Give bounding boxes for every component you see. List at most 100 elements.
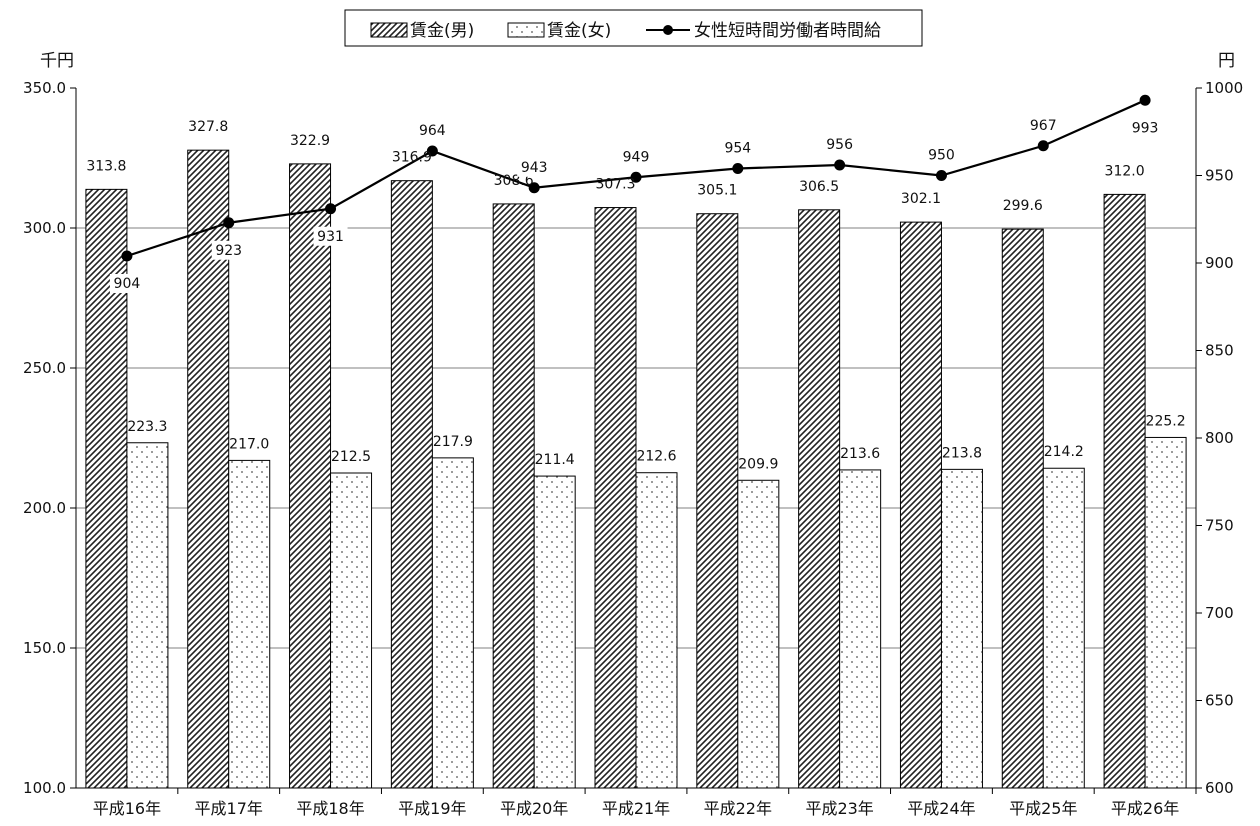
label-female-8: 213.8: [942, 445, 982, 461]
bar-male-2: [289, 163, 332, 789]
left-axis-unit: 千円: [40, 51, 74, 71]
bar-female-5: [635, 472, 678, 789]
right-tick-label-2: 700: [1205, 604, 1234, 622]
label-female-0: 223.3: [127, 419, 167, 435]
hourly-label-2: 931: [317, 229, 344, 245]
label-female-5: 212.6: [636, 449, 676, 465]
bar-male-3: [390, 180, 433, 789]
bar-female-2: [330, 472, 373, 789]
bar-female-1: [228, 459, 271, 789]
x-tick-label-4: 平成20年: [500, 799, 568, 818]
hourly-label-9: 967: [1030, 118, 1057, 134]
label-female-7: 213.6: [840, 446, 880, 462]
label-female-4: 211.4: [535, 452, 575, 468]
bar-female-3: [431, 457, 474, 789]
bar-female-8: [940, 468, 983, 789]
hourly-label-bg-4: [517, 157, 552, 177]
label-female-10: 225.2: [1146, 413, 1186, 429]
left-tick-label-0: 100.0: [23, 779, 66, 797]
bar-female-10: [1144, 436, 1187, 789]
label-male-7: 306.5: [799, 179, 839, 195]
x-tick-label-1: 平成17年: [195, 799, 263, 818]
hourly-wage-point-4: [528, 182, 540, 194]
left-tick-label-1: 150.0: [23, 639, 66, 657]
legend-label-male: 賃金(男): [410, 21, 474, 41]
hourly-label-8: 950: [928, 148, 955, 164]
hourly-label-0: 904: [114, 276, 141, 292]
left-tick-label-5: 350.0: [23, 79, 66, 97]
hourly-label-bg-7: [822, 135, 857, 154]
bar-female-4: [533, 475, 576, 789]
bars: [85, 149, 1187, 789]
hourly-label-3: 964: [419, 123, 446, 139]
hourly-wage-point-6: [732, 163, 744, 174]
x-tick-label-6: 平成22年: [704, 799, 772, 818]
bar-female-0: [126, 442, 169, 789]
legend-line-marker: [663, 25, 673, 35]
hourly-label-bg-6: [720, 138, 755, 158]
bar-female-6: [737, 479, 780, 789]
hourly-label-5: 949: [623, 149, 650, 165]
label-male-3: 316.9: [392, 150, 432, 166]
hourly-wage-point-9: [1037, 140, 1049, 152]
left-tick-label-2: 200.0: [23, 499, 66, 517]
legend-box: [344, 9, 923, 47]
x-tick-label-3: 平成19年: [398, 799, 466, 818]
label-female-3: 217.9: [433, 434, 473, 450]
bar-male-9: [1001, 228, 1044, 789]
right-tick-label-8: 1000: [1205, 79, 1243, 97]
right-tick-label-1: 650: [1205, 692, 1234, 710]
legend-swatch-female: [507, 22, 545, 38]
hourly-label-1: 923: [215, 243, 242, 259]
right-axis-unit: 円: [1218, 51, 1235, 71]
label-male-1: 327.8: [188, 119, 228, 135]
right-tick-label-7: 950: [1205, 167, 1234, 185]
bar-male-6: [696, 213, 739, 789]
label-male-4: 308.6: [494, 173, 534, 189]
label-male-0: 313.8: [86, 158, 126, 174]
left-tick-label-4: 300.0: [23, 219, 66, 237]
bar-female-7: [839, 469, 882, 789]
bar-male-10: [1103, 193, 1146, 789]
hourly-label-bg-0: [109, 274, 144, 293]
x-tick-label-10: 平成26年: [1111, 799, 1179, 818]
label-female-9: 214.2: [1044, 444, 1084, 460]
label-male-5: 307.3: [595, 177, 635, 193]
axes: 100.0 150.0 200.0 250.0 300.0 350.0 600 650 700 7…: [23, 79, 1243, 818]
line-series: [121, 94, 1151, 262]
legend-label-line: 女性短時間労働者時間給: [694, 21, 881, 41]
hourly-label-bg-2: [313, 226, 348, 246]
bar-male-7: [798, 209, 841, 789]
x-tick-label-0: 平成16年: [93, 799, 161, 818]
label-male-10: 312.0: [1105, 163, 1145, 179]
hourly-label-6: 954: [724, 141, 751, 157]
hourly-label-bg-5: [619, 147, 653, 167]
bar-male-5: [594, 207, 637, 789]
left-tick-label-3: 250.0: [23, 359, 66, 377]
x-tick-label-5: 平成21年: [602, 799, 670, 818]
x-tick-label-9: 平成25年: [1009, 799, 1077, 818]
hourly-label-bg-8: [924, 145, 959, 165]
hourly-wage-point-10: [1139, 94, 1151, 106]
right-tick-label-5: 850: [1205, 342, 1234, 360]
hourly-wage-point-5: [630, 171, 642, 183]
hourly-wage-point-7: [834, 159, 846, 171]
label-female-1: 217.0: [229, 436, 269, 452]
hourly-wage-point-1: [223, 217, 235, 229]
x-tick-label-7: 平成23年: [805, 799, 873, 818]
label-male-8: 302.1: [901, 191, 941, 207]
hourly-wage-point-8: [935, 170, 947, 181]
bar-male-8: [899, 221, 942, 789]
legend: 賃金(男) 賃金(女) 女性短時間労働者時間給: [344, 9, 923, 47]
hourly-label-bg-9: [1026, 115, 1061, 135]
label-female-6: 209.9: [738, 456, 778, 472]
hourly-wage-point-0: [121, 250, 133, 262]
x-tick-label-8: 平成24年: [907, 799, 975, 818]
data-labels: 313.8 223.3 327.8 217.0 322.9 212.5 316.9 217.9…: [86, 115, 1186, 472]
legend-swatch-male: [370, 22, 408, 38]
hourly-label-10: 993: [1132, 120, 1159, 136]
hourly-wage-point-2: [325, 203, 337, 215]
hourly-label-bg-3: [415, 121, 450, 140]
bar-male-4: [492, 203, 535, 789]
